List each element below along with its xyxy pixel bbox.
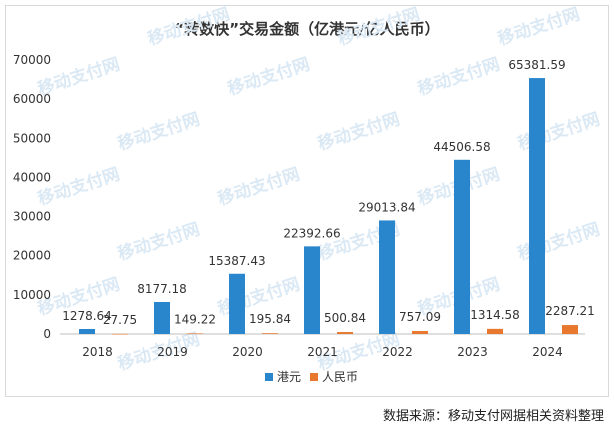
x-tick-label: 2022 [382,345,413,359]
bar-hkd [379,220,395,334]
data-label-rmb: 195.84 [249,312,291,326]
x-tick-label: 2023 [457,345,488,359]
bar-hkd [529,78,545,334]
data-label-rmb: 149.22 [174,312,216,326]
data-label-hkd: 29013.84 [358,200,415,214]
data-label-rmb: 1314.58 [470,308,520,322]
watermark-text: 移动支付网 [145,4,232,50]
y-tick-label: 10000 [13,288,51,302]
bar-rmb [562,325,578,334]
x-tick-label: 2018 [82,345,113,359]
watermark-text: 移动支付网 [495,4,582,50]
watermark-text: 移动支付网 [315,109,402,155]
legend-label-rmb: 人民币 [322,370,358,384]
watermark-text: 移动支付网 [335,4,422,50]
bar-rmb [187,333,203,335]
data-label-rmb: 757.09 [399,310,441,324]
data-label-rmb: 27.75 [103,313,137,327]
data-label-rmb: 500.84 [324,311,366,325]
source-note: 数据来源：移动支付网据相关资料整理 [382,409,604,424]
data-label-rmb: 2287.21 [545,304,595,318]
bar-rmb [262,333,278,334]
bar-hkd [229,273,245,334]
x-tick-label: 2024 [532,345,563,359]
y-tick-label: 40000 [13,170,51,184]
watermark-text: 移动支付网 [115,219,202,265]
data-label-hkd: 22392.66 [283,226,340,240]
data-label-hkd: 65381.59 [508,58,565,72]
legend-swatch-hkd [265,373,273,381]
watermark-text: 移动支付网 [515,109,602,155]
legend-label-hkd: 港元 [277,370,301,384]
data-label-hkd: 44506.58 [433,140,490,154]
bar-hkd [304,246,320,334]
x-tick-label: 2021 [307,345,338,359]
watermark-text: 移动支付网 [225,54,312,100]
bar-rmb [337,332,353,334]
x-tick-label: 2019 [157,345,188,359]
watermark-text: 移动支付网 [115,109,202,155]
bar-rmb [487,328,503,334]
bar-rmb [112,333,128,335]
y-tick-label: 0 [43,327,51,341]
y-tick-label: 70000 [13,53,51,67]
y-tick-label: 60000 [13,92,51,106]
bar-hkd [79,328,95,334]
data-label-hkd: 15387.43 [208,254,265,268]
bar-hkd [454,159,470,334]
x-tick-label: 2020 [232,345,263,359]
watermark-text: 移动支付网 [415,54,502,100]
watermark-text: 移动支付网 [515,219,602,265]
watermark-text: 移动支付网 [215,164,302,210]
chart-title: “转数快”交易金额（亿港元/亿人民币） [174,20,440,38]
y-tick-label: 50000 [13,131,51,145]
legend-swatch-rmb [310,373,318,381]
bar-rmb [412,331,428,334]
data-label-hkd: 1278.64 [62,309,112,323]
y-tick-label: 30000 [13,210,51,224]
data-label-hkd: 8177.18 [137,282,187,296]
bar-hkd [154,301,170,334]
y-tick-label: 20000 [13,249,51,263]
